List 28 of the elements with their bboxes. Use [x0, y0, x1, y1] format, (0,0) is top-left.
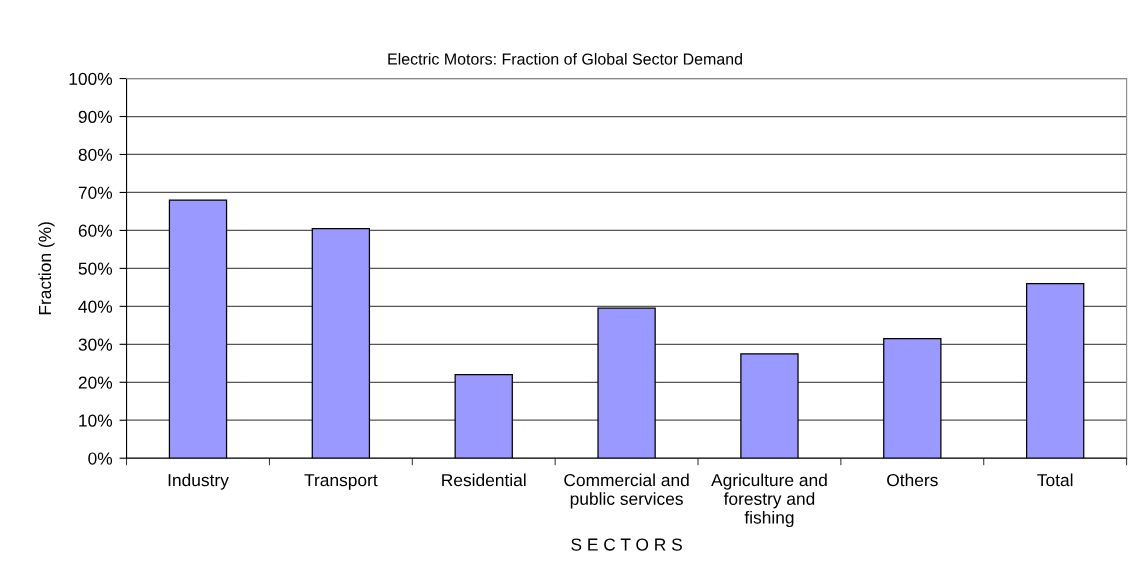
bar — [740, 353, 799, 459]
y-tick-label: 100% — [69, 72, 113, 85]
x-tick-label: Agriculture and forestry and fishing — [711, 473, 827, 528]
y-tick-label: 20% — [78, 376, 113, 389]
y-tick-label: 50% — [78, 262, 113, 275]
x-tick-label: Industry — [168, 473, 229, 490]
x-tick-label: Others — [887, 473, 938, 487]
x-axis-title: S E C T O R S — [571, 538, 682, 551]
y-tick-label: 60% — [78, 224, 113, 237]
y-tick-label: 0% — [88, 452, 113, 465]
bar — [883, 337, 942, 459]
y-tick-label: 90% — [78, 110, 113, 123]
x-tick-label: Transport — [304, 474, 378, 490]
y-axis-title: Fraction (%) — [38, 222, 55, 315]
chart-title: Electric Motors: Fraction of Global Sector Demand — [388, 53, 742, 65]
x-tick-label: Residential — [442, 473, 526, 487]
bar — [168, 199, 228, 459]
bar — [597, 307, 656, 459]
y-tick-label: 70% — [78, 186, 113, 199]
x-tick-label: Total — [1037, 473, 1073, 487]
y-tick-label: 40% — [78, 300, 113, 313]
y-tick-label: 10% — [79, 414, 113, 427]
bar — [311, 227, 371, 459]
x-tick-label: Commercial and public services — [564, 473, 689, 509]
y-tick-label: 80% — [78, 148, 113, 161]
bar — [454, 374, 513, 459]
y-tick-label: 30% — [78, 338, 113, 351]
bar — [1025, 282, 1085, 459]
